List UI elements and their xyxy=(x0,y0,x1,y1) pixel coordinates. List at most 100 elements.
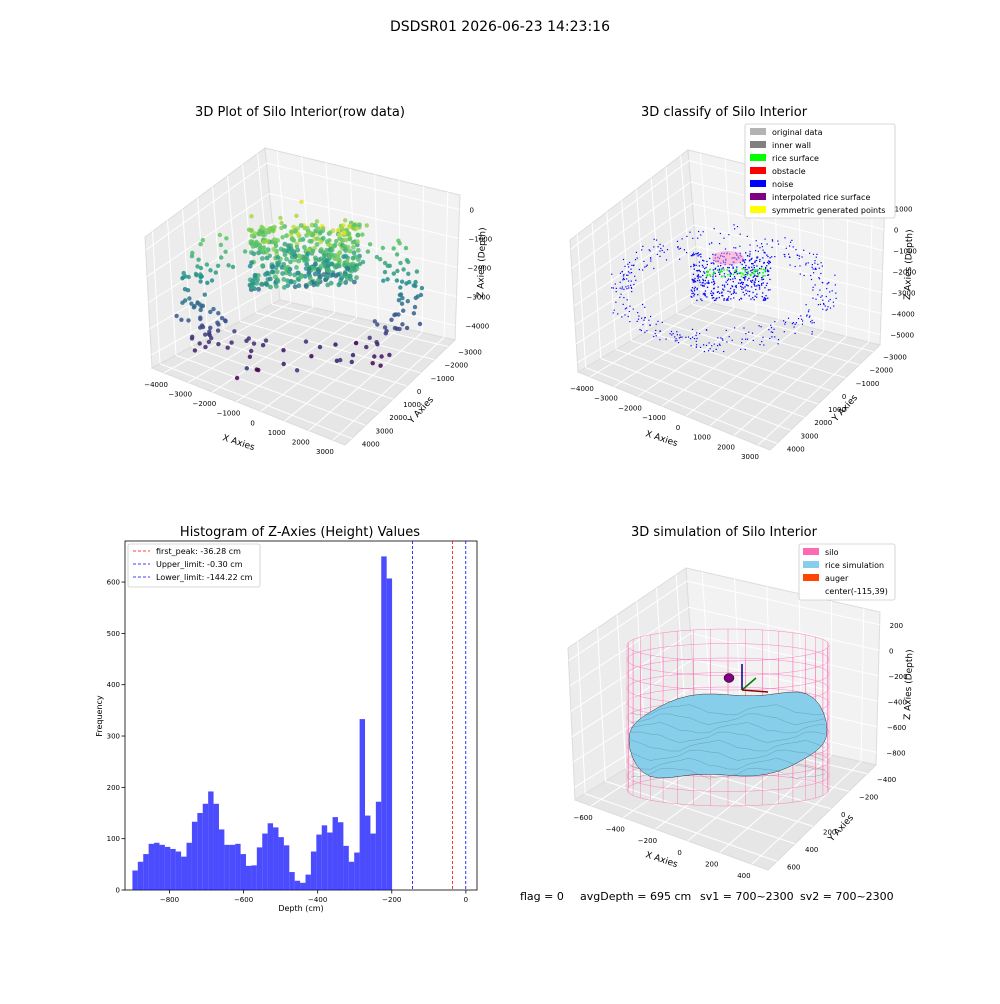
noise-point xyxy=(736,267,737,268)
histogram-bar xyxy=(322,825,327,890)
histogram-bar xyxy=(187,843,192,890)
rice-surface-point xyxy=(735,270,737,272)
histogram-bar xyxy=(311,852,316,890)
noise-point xyxy=(745,252,746,253)
rice-surface-point xyxy=(745,271,747,273)
data-point xyxy=(210,278,214,282)
noise-point xyxy=(680,248,681,249)
noise-point xyxy=(793,322,794,323)
x-tick-label: −400 xyxy=(606,826,625,834)
data-point xyxy=(193,348,197,352)
data-point xyxy=(356,233,361,238)
noise-point xyxy=(744,286,745,287)
rice-surface-point xyxy=(723,275,725,277)
noise-point xyxy=(706,345,707,346)
noise-point xyxy=(741,298,742,299)
simulation-x-axis-label: X Axies xyxy=(644,850,679,870)
noise-point xyxy=(790,242,791,243)
data-point xyxy=(337,232,342,237)
noise-point xyxy=(644,307,645,308)
noise-point xyxy=(692,337,693,338)
data-point xyxy=(201,238,205,242)
noise-point xyxy=(822,309,823,310)
noise-point xyxy=(671,331,672,332)
noise-point xyxy=(749,256,750,257)
data-point xyxy=(275,269,280,274)
noise-point xyxy=(816,257,817,258)
histogram-bar xyxy=(203,804,208,890)
noise-point xyxy=(729,267,730,268)
noise-point xyxy=(766,285,767,286)
noise-point xyxy=(759,247,760,248)
data-point xyxy=(328,253,333,258)
data-point xyxy=(415,269,419,273)
legend-swatch xyxy=(750,206,766,213)
noise-point xyxy=(777,343,778,344)
noise-point xyxy=(625,286,626,287)
raw-x-axis-label: X Axies xyxy=(221,433,256,453)
noise-point xyxy=(741,282,742,283)
noise-point xyxy=(784,254,785,255)
data-point xyxy=(371,361,375,365)
noise-point xyxy=(696,344,697,345)
noise-point xyxy=(630,285,631,286)
histogram-bar xyxy=(278,837,283,890)
data-point xyxy=(183,298,187,302)
noise-point xyxy=(698,231,699,232)
noise-point xyxy=(622,279,623,280)
noise-point xyxy=(765,295,766,296)
noise-point xyxy=(628,287,629,288)
noise-point xyxy=(701,300,702,301)
noise-point xyxy=(694,290,695,291)
z-tick-label: 1000 xyxy=(895,206,913,214)
noise-point xyxy=(750,299,751,300)
noise-point xyxy=(733,268,734,269)
data-point xyxy=(282,248,287,253)
noise-point xyxy=(826,288,827,289)
noise-point xyxy=(623,275,624,276)
noise-point xyxy=(718,272,719,273)
noise-point xyxy=(799,265,800,266)
legend-label: rice simulation xyxy=(825,561,884,570)
noise-point xyxy=(637,312,638,313)
noise-point xyxy=(806,263,807,264)
noise-point xyxy=(712,292,713,293)
x-tick-label: 1000 xyxy=(268,429,286,437)
noise-point xyxy=(810,275,811,276)
noise-point xyxy=(631,288,632,289)
noise-point xyxy=(734,327,735,328)
data-point xyxy=(413,305,417,309)
legend-label: first_peak: -36.28 cm xyxy=(156,547,241,556)
data-point xyxy=(318,264,323,269)
noise-point xyxy=(730,273,731,274)
legend-swatch xyxy=(803,561,819,568)
noise-point xyxy=(708,280,709,281)
noise-point xyxy=(763,250,764,251)
z-tick-label: 0 xyxy=(889,647,893,655)
noise-point xyxy=(692,291,693,292)
data-point xyxy=(385,277,389,281)
data-point xyxy=(277,260,282,265)
noise-point xyxy=(731,294,732,295)
noise-point xyxy=(712,295,713,296)
noise-point xyxy=(704,285,705,286)
noise-point xyxy=(697,288,698,289)
noise-point xyxy=(762,257,763,258)
noise-point xyxy=(700,256,701,257)
noise-point xyxy=(709,243,710,244)
noise-point xyxy=(706,277,707,278)
noise-point xyxy=(736,287,737,288)
histogram-bar xyxy=(376,802,381,890)
noise-point xyxy=(659,331,660,332)
legend-swatch xyxy=(750,128,766,135)
data-point xyxy=(324,274,329,279)
noise-point xyxy=(698,275,699,276)
noise-point xyxy=(631,281,632,282)
noise-point xyxy=(761,266,762,267)
noise-point xyxy=(745,267,746,268)
noise-point xyxy=(693,253,694,254)
noise-point xyxy=(642,304,643,305)
noise-point xyxy=(636,252,637,253)
noise-point xyxy=(754,283,755,284)
data-point xyxy=(395,278,399,282)
